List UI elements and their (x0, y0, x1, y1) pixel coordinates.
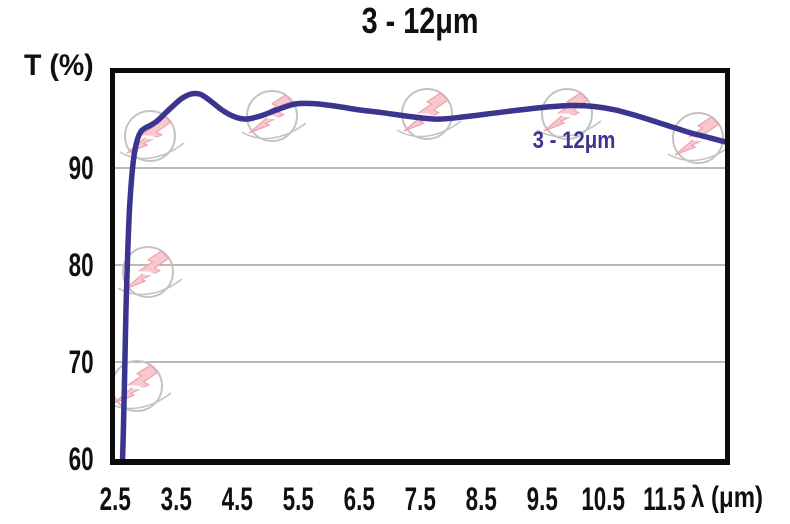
watermark-swoosh (667, 148, 725, 162)
watermark-circle (246, 90, 298, 142)
x-tick-label-4.5: 4.5 (221, 481, 253, 517)
lightning-bolt-icon (403, 92, 449, 132)
series-annotation-wrap: 3 - 12μm (533, 129, 671, 153)
x-tick-label-7.5: 7.5 (404, 481, 436, 517)
watermark-circle (122, 246, 174, 298)
chart-title: 3 - 12μm (361, 0, 479, 41)
y-tick-label-60: 60 (69, 441, 94, 477)
x-axis-label: λ (μm) (691, 481, 764, 514)
watermark-lightning-logo (536, 88, 602, 140)
x-axis-label-wrap: λ (μm) (691, 483, 781, 513)
series-annotation: 3 - 12μm (532, 127, 616, 154)
x-tick-label-5.5: 5.5 (282, 481, 314, 517)
watermark-lightning-logo (117, 246, 183, 298)
x-tick-label-11.5: 11.5 (642, 481, 686, 517)
watermark-circle (115, 360, 163, 412)
bolt-crack (126, 385, 147, 390)
y-tick-label-90: 90 (69, 150, 94, 187)
bolt-crack (261, 115, 282, 120)
x-tick-label-10.5: 10.5 (581, 481, 625, 517)
bolt-crack (556, 113, 577, 118)
x-tick-label-3.5: 3.5 (160, 481, 192, 517)
watermark-circle (124, 110, 176, 162)
watermark-circle (672, 112, 724, 164)
x-tick-label-8.5: 8.5 (465, 481, 497, 517)
watermark-circle (541, 88, 593, 140)
y-axis-label-wrap: T (%) (24, 51, 97, 81)
bolt-crack (139, 135, 160, 140)
y-axis-label: T (%) (24, 49, 94, 82)
chart-title-row: 3 - 12μm (110, 3, 730, 39)
watermark-swoosh (119, 142, 185, 160)
watermark-swoosh (396, 120, 462, 138)
watermark-swoosh (241, 122, 307, 140)
y-tick-label-70: 70 (69, 344, 94, 380)
bolt-crack (687, 137, 708, 142)
bolt-crack (137, 271, 158, 276)
watermark-swoosh (117, 278, 183, 296)
watermark-swoosh (536, 120, 602, 138)
plot-area: 3 - 12μm (110, 68, 730, 465)
lightning-bolt-icon (124, 250, 170, 290)
x-tick-label-9.5: 9.5 (526, 481, 558, 517)
y-tick-label-80: 80 (69, 247, 94, 284)
chart-svg (115, 88, 725, 459)
watermark-lightning-logo (119, 110, 185, 162)
x-tick-label-6.5: 6.5 (343, 481, 375, 517)
watermark-swoosh (115, 392, 172, 410)
transmission-curve (119, 90, 725, 459)
x-tick-label-2.5: 2.5 (99, 481, 131, 517)
